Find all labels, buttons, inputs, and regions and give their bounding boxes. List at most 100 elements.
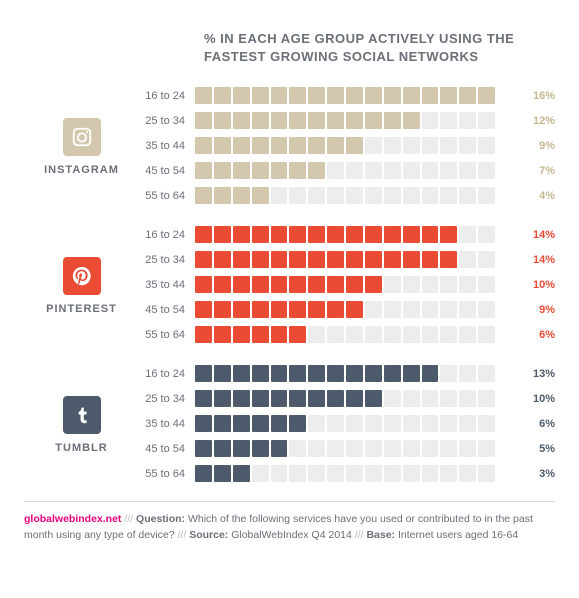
waffle-cell	[308, 415, 325, 432]
pct-label: 4%	[517, 190, 555, 202]
waffle-cell	[478, 251, 495, 268]
waffle-cell	[289, 440, 306, 457]
waffle-cell	[403, 440, 420, 457]
waffle-cell	[422, 112, 439, 129]
waffle-cell	[195, 365, 212, 382]
waffle-cell	[459, 326, 476, 343]
age-label: 55 to 64	[139, 468, 195, 480]
waffle-cell	[346, 226, 363, 243]
waffle-cell	[195, 251, 212, 268]
waffle-cell	[327, 137, 344, 154]
waffle-cell	[233, 187, 250, 204]
waffle-cell	[233, 226, 250, 243]
waffle-cell	[327, 251, 344, 268]
network-block-instagram: INSTAGRAM16 to 2416%25 to 3412%35 to 449…	[24, 84, 555, 209]
waffle-cell	[195, 162, 212, 179]
waffle-cell	[289, 226, 306, 243]
network-name: PINTEREST	[24, 303, 139, 315]
footer-source-label: Source:	[189, 529, 228, 541]
age-label: 35 to 44	[139, 140, 195, 152]
age-row: 45 to 545%	[139, 437, 555, 460]
waffle-cell	[271, 187, 288, 204]
footer-sep: ///	[121, 513, 136, 525]
footer-text: globalwebindex.net /// Question: Which o…	[24, 512, 555, 544]
waffle-cell	[440, 187, 457, 204]
waffle-cell	[233, 390, 250, 407]
waffle-cell	[233, 365, 250, 382]
pct-label: 14%	[517, 254, 555, 266]
waffle-bar	[195, 162, 495, 179]
waffle-cell	[384, 365, 401, 382]
waffle-cell	[403, 226, 420, 243]
waffle-cell	[214, 276, 231, 293]
waffle-bar	[195, 301, 495, 318]
waffle-cell	[214, 301, 231, 318]
waffle-cell	[289, 390, 306, 407]
waffle-cell	[271, 390, 288, 407]
chart-title: % IN EACH AGE GROUP ACTIVELY USING THE F…	[204, 30, 555, 66]
waffle-cell	[289, 276, 306, 293]
waffle-cell	[440, 276, 457, 293]
waffle-cell	[365, 187, 382, 204]
age-row: 25 to 3414%	[139, 248, 555, 271]
waffle-bar	[195, 137, 495, 154]
waffle-cell	[384, 251, 401, 268]
waffle-cell	[478, 390, 495, 407]
waffle-cell	[346, 465, 363, 482]
age-row: 35 to 449%	[139, 134, 555, 157]
age-row: 55 to 646%	[139, 323, 555, 346]
waffle-cell	[440, 87, 457, 104]
waffle-cell	[384, 137, 401, 154]
pct-label: 6%	[517, 418, 555, 430]
waffle-cell	[459, 276, 476, 293]
network-block-pinterest: PINTEREST16 to 2414%25 to 3414%35 to 441…	[24, 223, 555, 348]
waffle-cell	[252, 326, 269, 343]
network-name: TUMBLR	[24, 442, 139, 454]
waffle-cell	[365, 112, 382, 129]
waffle-cell	[308, 112, 325, 129]
waffle-cell	[289, 187, 306, 204]
network-block-tumblr: TUMBLR16 to 2413%25 to 3410%35 to 446%45…	[24, 362, 555, 487]
waffle-cell	[233, 276, 250, 293]
waffle-cell	[403, 276, 420, 293]
waffle-cell	[327, 87, 344, 104]
age-row: 35 to 446%	[139, 412, 555, 435]
waffle-cell	[271, 137, 288, 154]
waffle-cell	[422, 390, 439, 407]
waffle-cell	[440, 137, 457, 154]
waffle-cell	[327, 390, 344, 407]
waffle-cell	[346, 415, 363, 432]
waffle-cell	[195, 276, 212, 293]
waffle-cell	[308, 162, 325, 179]
pct-label: 10%	[517, 393, 555, 405]
age-row: 25 to 3412%	[139, 109, 555, 132]
waffle-cell	[214, 415, 231, 432]
pinterest-icon	[63, 257, 101, 295]
age-label: 35 to 44	[139, 279, 195, 291]
waffle-cell	[195, 326, 212, 343]
waffle-cell	[440, 465, 457, 482]
age-label: 25 to 34	[139, 115, 195, 127]
waffle-cell	[252, 365, 269, 382]
waffle-cell	[271, 301, 288, 318]
network-label: PINTEREST	[24, 257, 139, 315]
waffle-cell	[289, 365, 306, 382]
waffle-cell	[440, 162, 457, 179]
waffle-cell	[308, 87, 325, 104]
waffle-cell	[384, 301, 401, 318]
waffle-cell	[365, 326, 382, 343]
waffle-cell	[478, 112, 495, 129]
waffle-cell	[233, 415, 250, 432]
waffle-cell	[252, 440, 269, 457]
waffle-cell	[440, 112, 457, 129]
waffle-cell	[252, 226, 269, 243]
waffle-cell	[459, 415, 476, 432]
waffle-cell	[195, 390, 212, 407]
waffle-cell	[252, 137, 269, 154]
waffle-cell	[271, 440, 288, 457]
waffle-cell	[365, 365, 382, 382]
waffle-cell	[308, 301, 325, 318]
waffle-cell	[403, 162, 420, 179]
waffle-cell	[478, 465, 495, 482]
waffle-cell	[346, 390, 363, 407]
